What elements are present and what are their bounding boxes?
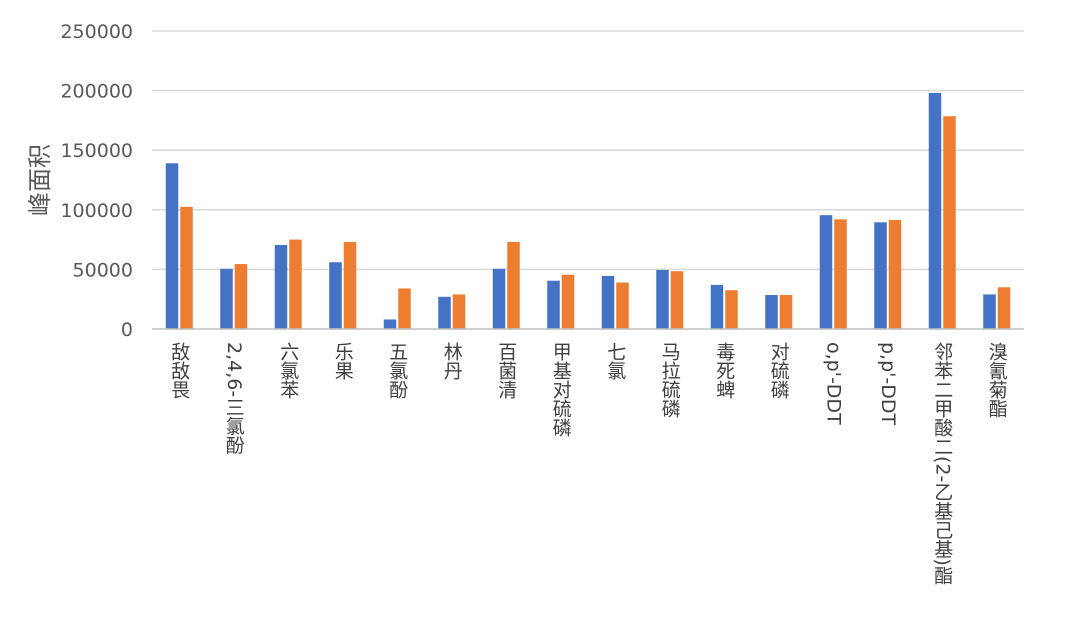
y-axis-ticks: 0 50000 100000 150000 200000 250000 (60, 21, 133, 341)
x-category-label: o,p'-DDT (822, 342, 844, 425)
y-tick-label: 150000 (60, 140, 133, 162)
bar-series-2 (997, 287, 1011, 329)
bar-series-1 (438, 296, 451, 329)
bar-series-2 (234, 264, 248, 329)
y-tick-label: 50000 (73, 259, 133, 281)
bar-series-2 (180, 206, 193, 329)
x-category-label: 七氯 (604, 342, 626, 380)
bar-series-1 (601, 275, 615, 329)
bar-series-2 (943, 116, 956, 329)
x-category-label: 林丹 (441, 342, 463, 380)
y-tick-label: 250000 (60, 21, 133, 43)
y-axis-label: 峰面积 (26, 144, 54, 216)
x-category-label: 邻苯二甲酸二(2-乙基己基)酯 (931, 342, 953, 585)
x-category-label: 溴氰菊酯 (986, 342, 1008, 418)
x-category-label: 2,4,6-三氯酚 (223, 342, 245, 454)
bar-series-2 (670, 271, 684, 329)
bar-series-2 (834, 219, 847, 329)
bar-series-1 (492, 268, 506, 329)
y-tick-label: 0 (121, 319, 133, 341)
bar-series-1 (274, 244, 288, 329)
x-category-label: 甲基对硫磷 (550, 342, 572, 437)
x-category-label: 百菌清 (495, 342, 517, 399)
x-axis-categories: 敌敌畏 2,4,6-三氯酚 六氯苯 乐果 五氯酚 林丹 百菌清 甲基对硫磷 七氯 马拉硫磷 毒死蜱 对… (168, 342, 1008, 585)
bar-series-1 (329, 262, 342, 329)
bar-series-1 (383, 319, 397, 329)
bar-series-1 (165, 163, 179, 329)
bar-series-1 (874, 222, 887, 329)
x-category-label: 敌敌畏 (168, 342, 190, 399)
bar-series-2 (888, 219, 902, 329)
bar-series-1 (765, 295, 778, 329)
bar-series-1 (656, 269, 669, 329)
x-category-label: p,p'-DDT (877, 342, 899, 426)
bar-series-1 (819, 215, 833, 329)
bar-series-2 (289, 239, 302, 329)
bar-series-2 (452, 294, 466, 329)
bar-series-2 (616, 282, 629, 329)
x-category-label: 乐果 (332, 342, 354, 380)
bar-series-1 (928, 92, 942, 329)
bars (165, 92, 1011, 329)
bar-series-2 (561, 274, 575, 329)
bar-series-2 (779, 295, 793, 329)
x-category-label: 对硫磷 (768, 342, 790, 399)
bar-series-1 (983, 294, 996, 329)
bar-series-1 (547, 280, 560, 329)
bar-series-2 (398, 288, 411, 329)
x-category-label: 六氯苯 (277, 342, 299, 399)
y-tick-label: 200000 (60, 81, 133, 103)
bar-series-2 (507, 241, 520, 329)
bar-series-1 (710, 284, 724, 329)
x-category-label: 五氯酚 (386, 342, 408, 399)
bar-series-2 (725, 290, 738, 329)
bar-series-2 (343, 241, 357, 329)
x-category-label: 毒死蜱 (713, 342, 735, 399)
bar-series-1 (220, 268, 233, 329)
y-tick-label: 100000 (60, 200, 133, 222)
x-category-label: 马拉硫磷 (659, 342, 681, 418)
